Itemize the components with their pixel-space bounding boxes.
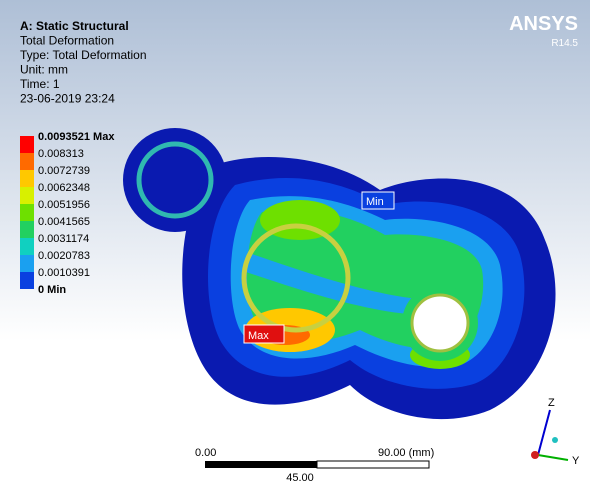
max-label: Max	[248, 330, 269, 342]
legend-swatch	[20, 136, 34, 153]
scale-bar	[316, 460, 430, 469]
legend-label: 0.0072739	[38, 165, 90, 177]
header-line: Total Deformation	[20, 34, 114, 48]
legend-label: 0.0041565	[38, 216, 90, 228]
legend-label: 0.0093521 Max	[38, 131, 115, 143]
triad-dot	[552, 437, 558, 443]
header-line: Type: Total Deformation	[20, 48, 147, 62]
logo: ANSYS	[509, 13, 578, 35]
legend-swatch	[20, 238, 34, 255]
scale-end: 90.00 (mm)	[378, 447, 434, 459]
legend-swatch	[20, 187, 34, 204]
legend-label: 0.0020783	[38, 250, 90, 262]
header-line: Unit: mm	[20, 63, 68, 77]
scale-middle: 45.00	[286, 472, 314, 484]
header-line: Time: 1	[20, 77, 60, 91]
triad-origin	[531, 451, 539, 459]
legend-label: 0.0051956	[38, 199, 90, 211]
scale-start: 0.00	[195, 447, 216, 459]
header-line: 23-06-2019 23:24	[20, 92, 115, 106]
legend: 0.0093521 Max 0.008313 0.0072739 0.0062348 0…	[20, 131, 115, 296]
legend-swatch	[20, 204, 34, 221]
legend-label: 0.0031174	[38, 233, 89, 245]
legend-swatch	[20, 153, 34, 170]
header-line: A: Static Structural	[20, 19, 129, 33]
scale-bar	[205, 461, 317, 468]
y-axis	[537, 454, 569, 461]
legend-swatch	[20, 255, 34, 272]
legend-swatch	[20, 170, 34, 187]
legend-swatch	[20, 221, 34, 238]
legend-label: 0.0062348	[38, 182, 90, 194]
legend-swatch	[20, 272, 34, 289]
max-probe	[243, 324, 285, 344]
legend-label: 0.0010391	[38, 267, 90, 279]
logo-version: R14.5	[551, 38, 578, 49]
legend-label: 0.008313	[38, 148, 84, 160]
y-label: Y	[572, 455, 580, 467]
min-probe	[361, 191, 395, 210]
model	[123, 128, 556, 420]
legend-label: 0 Min	[38, 284, 66, 296]
z-axis	[537, 409, 551, 456]
min-label: Min	[366, 196, 384, 208]
z-label: Z	[548, 397, 555, 409]
